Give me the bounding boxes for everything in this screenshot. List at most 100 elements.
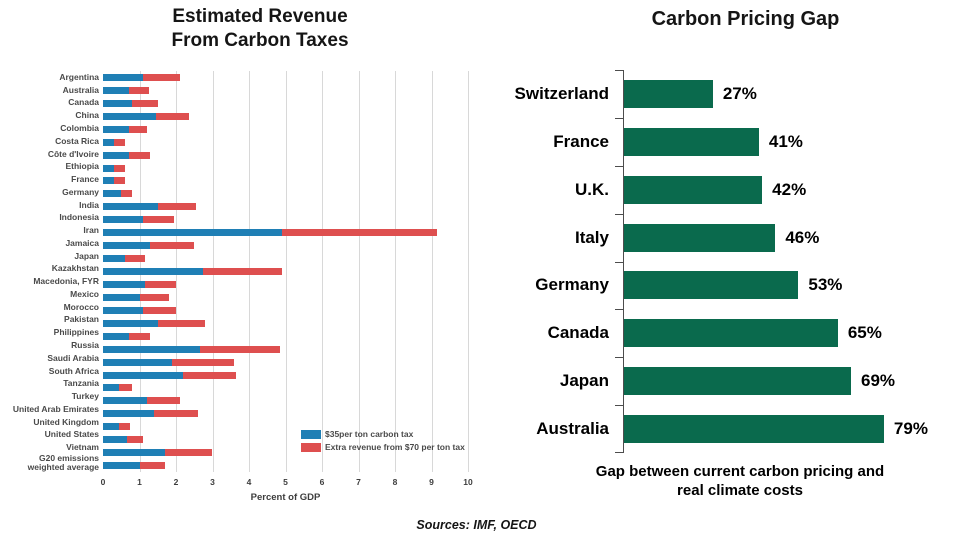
bar-segment-70extra-mexico <box>139 293 169 301</box>
bar-segment-70extra-saudi-arabia <box>172 358 235 366</box>
category-label-germany: Germany <box>535 275 609 295</box>
bar-row-canada <box>103 97 468 110</box>
bar-row-iran <box>103 226 468 239</box>
right-plot: 27% 41% 42% 46% 53% 65% 69% 79% <box>623 70 953 453</box>
right-chart-section: Carbon Pricing Gap Switzerland France U.K.… <box>480 0 953 545</box>
bar-segment-35-jamaica <box>103 242 151 250</box>
category-label-switzerland: Switzerland <box>514 83 609 103</box>
bar-segment-70extra-c-te-d-ivoire <box>128 151 151 159</box>
bar-segment-70extra-japan <box>124 255 145 263</box>
legend-swatch-extra-revenue-from-70-per-ton-tax <box>301 442 321 452</box>
bar-segment-70extra-costa-rica <box>113 138 125 146</box>
bar-segment-70extra-argentina <box>143 73 180 81</box>
bar-row-colombia <box>103 123 468 136</box>
bar-segment-35-france <box>103 177 114 185</box>
bar-row-pakistan <box>103 317 468 330</box>
category-label-france: France <box>71 174 99 185</box>
axis-tick-2 <box>615 165 623 167</box>
value-label-u-k: 42% <box>772 179 807 199</box>
bar-germany <box>624 271 799 300</box>
bar-row-argentina <box>103 71 468 84</box>
bar-row-jamaica <box>103 239 468 252</box>
category-label-south-africa: South Africa <box>48 365 99 376</box>
bar-row-germany: 53% <box>624 262 953 310</box>
bar-segment-35-colombia <box>103 125 129 133</box>
bar-segment-35-macedonia-fyr <box>103 280 145 288</box>
bar-segment-70extra-philippines <box>128 332 151 340</box>
bar-segment-35-india <box>103 203 158 211</box>
bar-segment-70extra-g20-emissions-weighted-average <box>139 462 166 470</box>
bar-segment-35-costa-rica <box>103 138 114 146</box>
axis-tick-1 <box>615 117 623 119</box>
category-label-india: India <box>79 199 99 210</box>
bar-segment-70extra-canada <box>132 99 158 107</box>
x-tick-label-5: 5 <box>283 477 288 487</box>
value-label-germany: 53% <box>808 275 843 295</box>
bar-italy <box>624 223 776 252</box>
bar-segment-35-argentina <box>103 73 144 81</box>
category-label-japan: Japan <box>559 371 609 391</box>
bar-row-india <box>103 200 468 213</box>
bar-canada <box>624 319 838 348</box>
bar-segment-35-philippines <box>103 332 129 340</box>
bar-u-k <box>624 175 763 204</box>
legend-label-35per-ton-carbon-tax: $35per ton carbon tax <box>325 429 414 439</box>
bar-row-china <box>103 110 468 123</box>
bar-row-mexico <box>103 291 468 304</box>
category-label-canada: Canada <box>68 97 99 108</box>
bar-segment-35-russia <box>103 345 200 353</box>
right-chart-title: Carbon Pricing Gap <box>651 8 840 30</box>
axis-tick-0 <box>615 70 623 71</box>
bar-row-morocco <box>103 304 468 317</box>
bar-segment-35-c-te-d-ivoire <box>103 151 129 159</box>
right-chart-caption: Gap between current carbon pricing and r… <box>595 463 885 499</box>
category-label-australia: Australia <box>536 419 609 439</box>
bar-segment-70extra-pakistan <box>157 319 206 327</box>
x-tick-label-0: 0 <box>100 477 106 487</box>
bar-segment-35-mexico <box>103 293 140 301</box>
category-label-france: France <box>553 131 609 151</box>
bar-segment-35-morocco <box>103 306 144 314</box>
bar-segment-70extra-kazakhstan <box>203 268 282 276</box>
axis-tick-7 <box>615 405 623 407</box>
bar-segment-70extra-russia <box>199 345 281 353</box>
axis-tick-4 <box>615 261 623 263</box>
bar-row-japan: 69% <box>624 357 953 405</box>
bar-row-kazakhstan <box>103 265 468 278</box>
bar-segment-70extra-india <box>157 203 197 211</box>
legend-label-extra-revenue-from-70-per-ton-tax: Extra revenue from $70 per ton tax <box>325 442 465 452</box>
category-label-macedonia-fyr: Macedonia, FYR <box>33 276 99 287</box>
bar-row-united-states <box>103 433 468 446</box>
bar-segment-35-united-kingdom <box>103 423 120 431</box>
value-label-canada: 65% <box>847 323 882 343</box>
bar-segment-35-vietnam <box>103 449 166 457</box>
category-label-united-states: United States <box>44 429 99 440</box>
bar-segment-35-united-arab-emirates <box>103 410 155 418</box>
bar-segment-35-kazakhstan <box>103 268 204 276</box>
axis-tick-5 <box>615 309 623 311</box>
value-label-france: 41% <box>768 131 803 151</box>
category-label-united-kingdom: United Kingdom <box>33 416 99 427</box>
sources-note: Sources: IMF, OECD <box>416 518 537 532</box>
bar-segment-35-canada <box>103 99 133 107</box>
gridline-5 <box>285 71 287 472</box>
value-label-japan: 69% <box>861 371 896 391</box>
bar-row-united-kingdom <box>103 420 468 433</box>
bar-segment-70extra-jamaica <box>150 242 195 250</box>
value-label-switzerland: 27% <box>722 83 757 103</box>
category-label-mexico: Mexico <box>70 288 99 299</box>
bar-row-australia: 79% <box>624 405 953 453</box>
axis-tick-6 <box>615 357 623 359</box>
bar-segment-70extra-morocco <box>143 306 176 314</box>
x-tick-label-1: 1 <box>137 477 142 487</box>
bar-row-canada: 65% <box>624 309 953 357</box>
x-tick-label-9: 9 <box>429 477 434 487</box>
bar-row-germany <box>103 187 468 200</box>
category-label-germany: Germany <box>62 186 99 197</box>
category-label-morocco: Morocco <box>63 301 99 312</box>
category-label-iran: Iran <box>83 225 99 236</box>
category-label-argentina: Argentina <box>59 71 99 82</box>
gridline-9 <box>431 71 433 472</box>
category-label-tanzania: Tanzania <box>63 378 99 389</box>
